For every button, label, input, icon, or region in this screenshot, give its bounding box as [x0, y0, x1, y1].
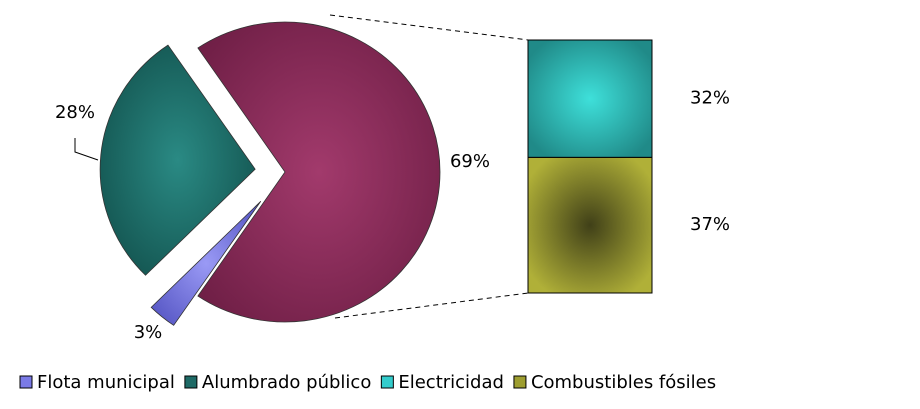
- pie-slice: [197, 21, 441, 323]
- pie-slice: [150, 200, 262, 326]
- legend-swatch: [380, 375, 394, 389]
- bar-segment: [527, 39, 653, 158]
- data-label: 69%: [450, 151, 490, 172]
- legend-label: Alumbrado público: [202, 372, 371, 393]
- legend-swatch: [184, 375, 198, 389]
- data-label: 37%: [690, 214, 730, 235]
- connector: [334, 292, 529, 319]
- legend-label: Electricidad: [398, 372, 504, 393]
- legend-swatch: [513, 375, 527, 389]
- data-label: 3%: [134, 322, 163, 343]
- pie-slice: [99, 44, 256, 276]
- legend-label: Flota municipal: [37, 372, 175, 393]
- legend-swatch: [19, 375, 33, 389]
- legend-label: Combustibles fósiles: [531, 372, 716, 393]
- data-label: 32%: [690, 88, 730, 109]
- bar-segment: [527, 156, 653, 294]
- data-label: 28%: [55, 102, 95, 123]
- leader-line: [74, 138, 99, 161]
- connector: [329, 14, 529, 41]
